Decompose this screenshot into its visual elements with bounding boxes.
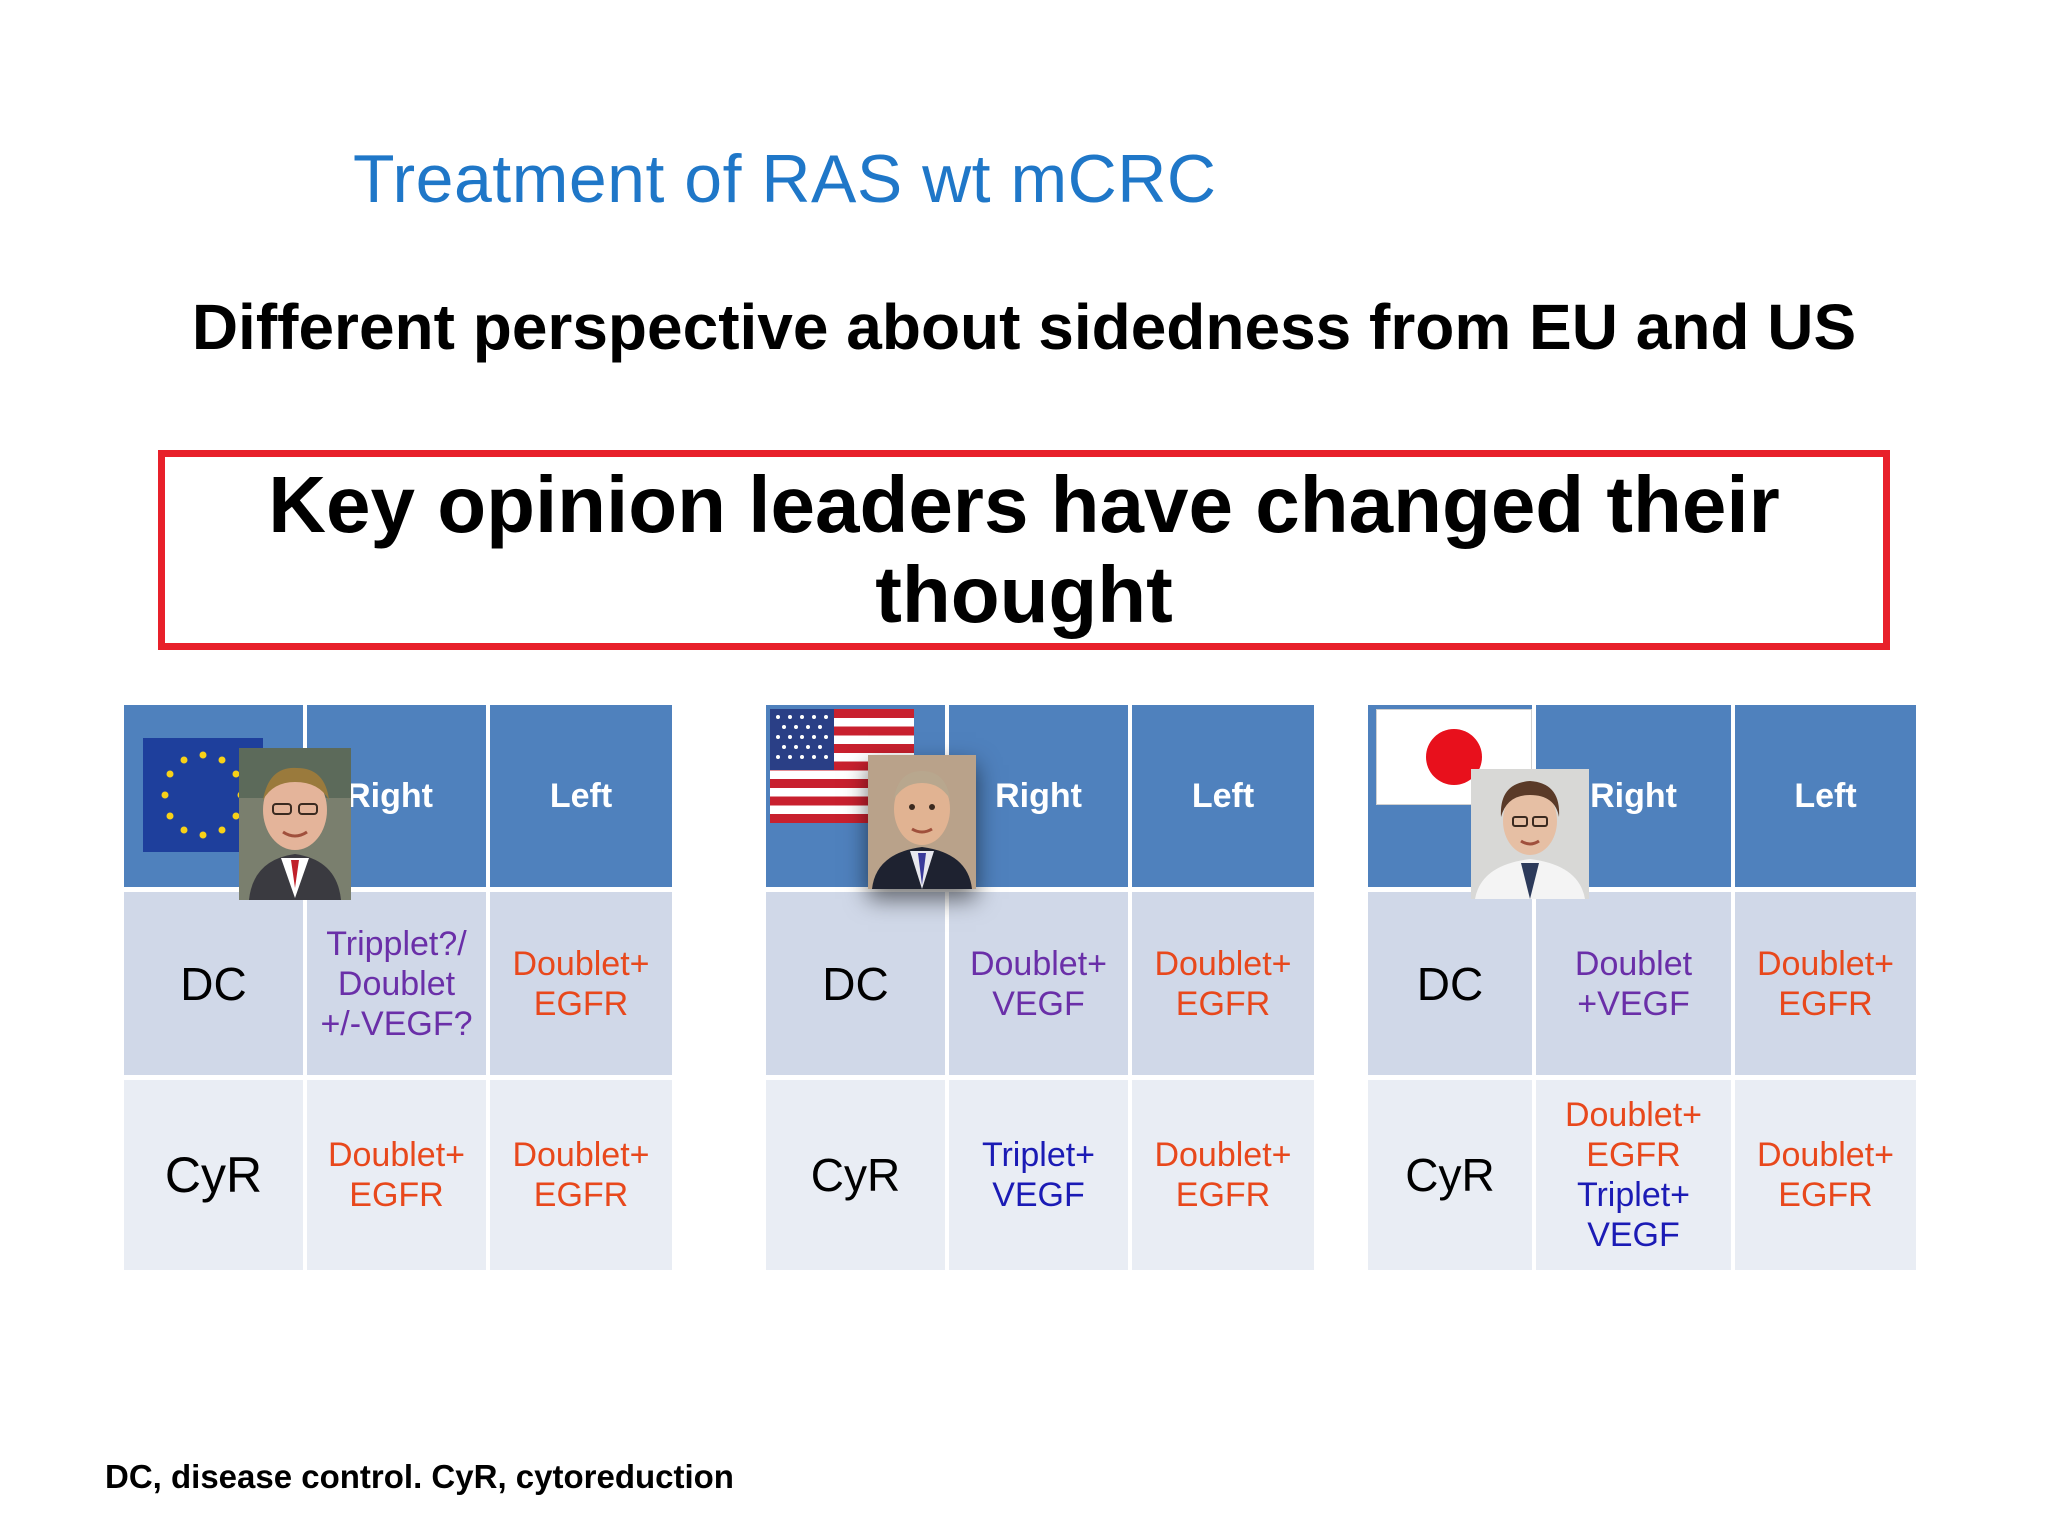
us-cyr-left: Doublet+ EGFR — [1132, 1080, 1314, 1270]
us-row-dc-label: DC — [766, 892, 945, 1075]
key-message-box: Key opinion leaders have changed their t… — [158, 450, 1890, 650]
eu-row-cyr-label: CyR — [124, 1080, 303, 1270]
japan-dc-right: Doublet +VEGF — [1536, 892, 1731, 1075]
japan-table: Right Left DC Doublet +VEGF Doublet+ EGFR … — [1368, 705, 1916, 1270]
us-dc-right: Doublet+ VEGF — [949, 892, 1128, 1075]
eu-row-dc-label: DC — [124, 892, 303, 1075]
eu-expert-portrait — [239, 748, 351, 900]
us-cyr-right: Triplet+ VEGF — [949, 1080, 1128, 1270]
japan-expert-portrait — [1471, 769, 1589, 899]
japan-header-left: Left — [1735, 705, 1916, 887]
japan-row-cyr-label: CyR — [1368, 1080, 1532, 1270]
japan-cyr-right: Doublet+ EGFR Triplet+ VEGF — [1536, 1080, 1731, 1270]
japan-dc-left: Doublet+ EGFR — [1735, 892, 1916, 1075]
eu-table: Right Left DC Tripplet?/Doublet +/-VEGF? … — [124, 705, 672, 1270]
eu-dc-right: Tripplet?/Doublet +/-VEGF? — [307, 892, 486, 1075]
japan-cyr-left: Doublet+ EGFR — [1735, 1080, 1916, 1270]
key-message-line-1: Key opinion leaders have changed their — [268, 460, 1780, 549]
key-message-line-2: thought — [875, 550, 1173, 639]
eu-cyr-right: Doublet+ EGFR — [307, 1080, 486, 1270]
japan-row-dc-label: DC — [1368, 892, 1532, 1075]
footnote: DC, disease control. CyR, cytoreduction — [105, 1458, 734, 1495]
eu-cyr-left: Doublet+ EGFR — [490, 1080, 672, 1270]
us-header-right: Right — [949, 705, 1128, 887]
us-row-cyr-label: CyR — [766, 1080, 945, 1270]
eu-header-left: Left — [490, 705, 672, 887]
us-table: Right Left DC Doublet+ VEGF Doublet+ EGFR … — [766, 705, 1314, 1270]
slide-subtitle: Different perspective about sidedness fr… — [191, 291, 1857, 363]
us-header-left: Left — [1132, 705, 1314, 887]
us-expert-portrait — [868, 755, 976, 889]
eu-dc-left: Doublet+ EGFR — [490, 892, 672, 1075]
us-dc-left: Doublet+ EGFR — [1132, 892, 1314, 1075]
slide-title: Treatment of RAS wt mCRC — [353, 141, 1217, 217]
